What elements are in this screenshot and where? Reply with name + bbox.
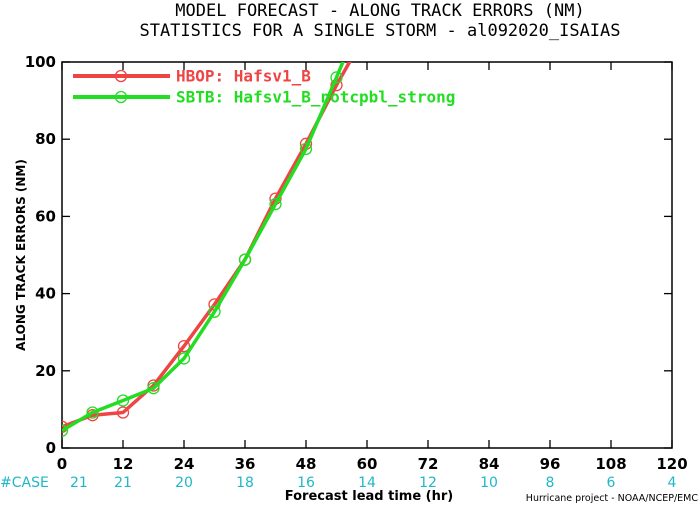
case-count: 21 [114, 475, 132, 491]
chart-subtitle: STATISTICS FOR A SINGLE STORM - al092020… [139, 21, 620, 41]
case-count: 8 [546, 475, 555, 491]
legend: HBOP: Hafsv1_B SBTB: Hafsv1_B_notcpbl_str… [73, 67, 455, 107]
y-axis-label: ALONG TRACK ERRORS (NM) [14, 159, 28, 351]
x-axis-label: Forecast lead time (hr) [285, 489, 453, 504]
case-count: 6 [607, 475, 616, 491]
y-tick-label: 60 [35, 207, 56, 225]
legend-entry-1: SBTB: Hafsv1_B_notcpbl_strong [176, 88, 455, 107]
y-axis: 0 20 40 60 80 100 [25, 53, 672, 457]
case-count: 14 [358, 475, 376, 491]
case-label: #CASE [0, 475, 49, 491]
legend-marker-0 [114, 69, 128, 83]
series-point-0 [177, 339, 191, 353]
series-point-1 [299, 142, 313, 156]
series-point-1 [238, 253, 252, 266]
case-count: 16 [297, 475, 315, 491]
y-tick-label: 20 [35, 362, 56, 380]
legend-entry-0: HBOP: Hafsv1_B [176, 67, 311, 86]
series-layer [62, 62, 352, 437]
y-tick-label: 40 [35, 285, 56, 303]
x-tick-label: 12 [113, 455, 134, 473]
series-point-1 [86, 406, 99, 419]
x-tick-label: 84 [479, 455, 500, 473]
x-tick-label: 48 [296, 455, 317, 473]
chart-title: MODEL FORECAST - ALONG TRACK ERRORS (NM) [175, 1, 584, 21]
x-tick-label: 96 [540, 455, 561, 473]
x-axis: 0 12 24 36 48 60 72 84 96 108 120 [57, 62, 688, 473]
series-point-1 [208, 305, 221, 318]
series-point-0 [116, 406, 130, 419]
plot-area [61, 61, 673, 449]
series-point-1 [269, 197, 282, 211]
x-tick-label: 24 [174, 455, 195, 473]
series-point-1 [116, 394, 130, 407]
case-count: 18 [236, 475, 254, 491]
y-tick-label: 0 [46, 439, 56, 457]
case-count: 20 [175, 475, 193, 491]
x-tick-label: 120 [656, 455, 687, 473]
y-tick-label: 80 [35, 130, 56, 148]
series-point-1 [177, 352, 191, 365]
x-tick-label: 72 [418, 455, 439, 473]
credit: Hurricane project - NOAA/NCEP/EMC [526, 493, 699, 504]
series-point-1 [62, 424, 69, 437]
case-count: 12 [419, 475, 437, 491]
series-point-1 [330, 71, 343, 84]
case-count: 4 [668, 475, 677, 491]
case-counts: 21 21 20 18 16 14 12 10 8 6 4 [70, 475, 677, 491]
x-tick-label: 60 [357, 455, 378, 473]
x-tick-label: 0 [57, 455, 67, 473]
x-tick-label: 36 [235, 455, 256, 473]
series-line-1 [62, 62, 345, 433]
case-count: 21 [70, 475, 88, 491]
x-tick-label: 108 [595, 455, 626, 473]
y-tick-label: 100 [25, 53, 56, 71]
series-point-1 [147, 382, 160, 395]
case-count: 10 [480, 475, 498, 491]
legend-marker-1 [114, 90, 128, 104]
